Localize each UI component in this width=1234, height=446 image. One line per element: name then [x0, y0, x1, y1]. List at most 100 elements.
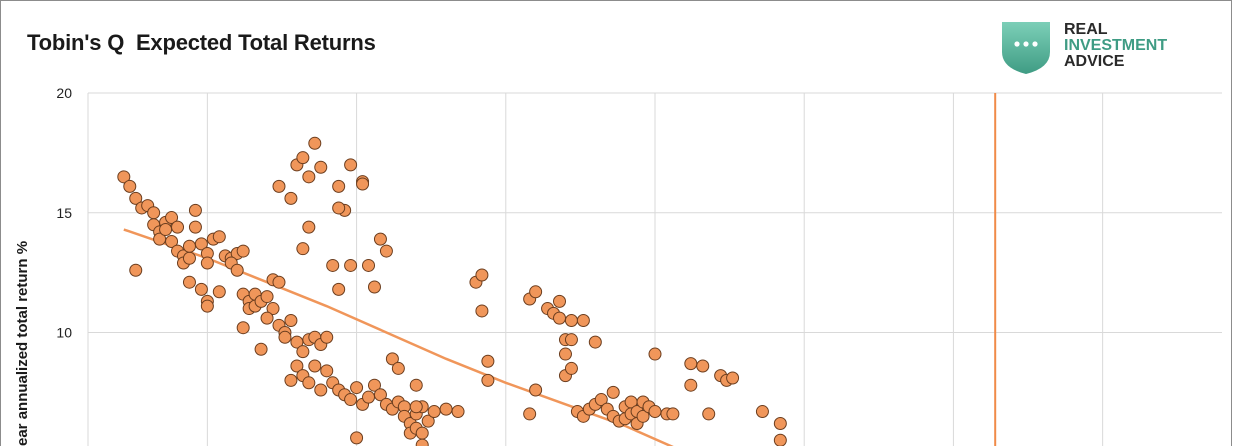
- data-point: [684, 378, 698, 392]
- data-point: [188, 203, 202, 217]
- chart-title: Tobin's Q Expected Total Returns: [27, 30, 376, 55]
- data-point: [182, 239, 196, 253]
- data-point: [308, 136, 322, 150]
- data-point: [409, 400, 423, 414]
- data-point: [666, 407, 680, 421]
- y-tick-label: 5: [64, 444, 72, 446]
- logo-wordmark: REAL INVESTMENT ADVICE: [1064, 21, 1168, 70]
- data-point: [451, 405, 465, 419]
- data-point: [182, 251, 196, 265]
- y-tick-label: 10: [56, 325, 72, 341]
- y-tick-label: 15: [56, 205, 72, 221]
- data-point: [475, 304, 489, 318]
- data-point: [684, 357, 698, 371]
- data-point: [529, 383, 543, 397]
- data-point: [636, 409, 650, 423]
- data-point: [129, 263, 143, 277]
- data-point: [415, 438, 429, 446]
- data-point: [588, 335, 602, 349]
- data-point: [421, 414, 435, 428]
- data-point: [123, 179, 137, 193]
- data-point: [648, 347, 662, 361]
- data-point: [367, 280, 381, 294]
- y-tick-label: 20: [56, 85, 72, 101]
- data-point: [332, 179, 346, 193]
- data-point: [391, 361, 405, 375]
- data-point: [606, 385, 620, 399]
- data-point: [314, 383, 328, 397]
- shield-logo-icon: [1002, 22, 1050, 74]
- data-point: [379, 244, 393, 258]
- data-point: [702, 407, 716, 421]
- data-point: [558, 347, 572, 361]
- data-point: [171, 220, 185, 234]
- data-point: [373, 388, 387, 402]
- data-point: [344, 393, 358, 407]
- data-point: [188, 220, 202, 234]
- data-point: [230, 263, 244, 277]
- data-point: [194, 282, 208, 296]
- data-point: [284, 373, 298, 387]
- data-point: [236, 321, 250, 335]
- data-point: [696, 359, 710, 373]
- data-point: [553, 311, 567, 325]
- data-point: [159, 223, 173, 237]
- data-point: [481, 354, 495, 368]
- data-point: [147, 206, 161, 220]
- data-point: [362, 390, 376, 404]
- data-point: [553, 294, 567, 308]
- data-point: [356, 177, 370, 191]
- real-investment-advice-logo: REAL INVESTMENT ADVICE: [996, 18, 1216, 76]
- data-point: [296, 242, 310, 256]
- data-point: [284, 314, 298, 328]
- data-point: [194, 237, 208, 251]
- data-point: [409, 378, 423, 392]
- data-point: [260, 290, 274, 304]
- data-point: [576, 314, 590, 328]
- data-point: [564, 314, 578, 328]
- data-point: [129, 191, 143, 205]
- data-point: [350, 431, 364, 445]
- data-point: [272, 275, 286, 289]
- data-point: [362, 258, 376, 272]
- data-point: [314, 160, 328, 174]
- data-point: [344, 158, 358, 172]
- data-point: [117, 170, 131, 184]
- data-point: [344, 258, 358, 272]
- data-point: [302, 376, 316, 390]
- data-point: [726, 371, 740, 385]
- data-point: [278, 330, 292, 344]
- data-point: [200, 256, 214, 270]
- data-point: [564, 361, 578, 375]
- data-point: [284, 191, 298, 205]
- data-point: [755, 405, 769, 419]
- data-point: [594, 393, 608, 407]
- data-point: [439, 402, 453, 416]
- data-point: [475, 268, 489, 282]
- data-point: [648, 405, 662, 419]
- data-point: [564, 333, 578, 347]
- data-point: [415, 426, 429, 440]
- data-point: [350, 381, 364, 395]
- data-point: [773, 433, 787, 446]
- data-point: [481, 373, 495, 387]
- data-point: [236, 244, 250, 258]
- data-point: [773, 417, 787, 431]
- data-point: [212, 285, 226, 299]
- data-point: [332, 282, 346, 296]
- data-point: [290, 359, 304, 373]
- data-point: [260, 311, 274, 325]
- data-point: [308, 359, 322, 373]
- data-point: [296, 151, 310, 165]
- data-point: [200, 299, 214, 313]
- data-point: [373, 232, 387, 246]
- data-point: [165, 211, 179, 225]
- data-point: [427, 405, 441, 419]
- data-point: [332, 201, 346, 215]
- data-point: [254, 342, 268, 356]
- data-point: [302, 170, 316, 184]
- data-point: [302, 220, 316, 234]
- data-point: [266, 302, 280, 316]
